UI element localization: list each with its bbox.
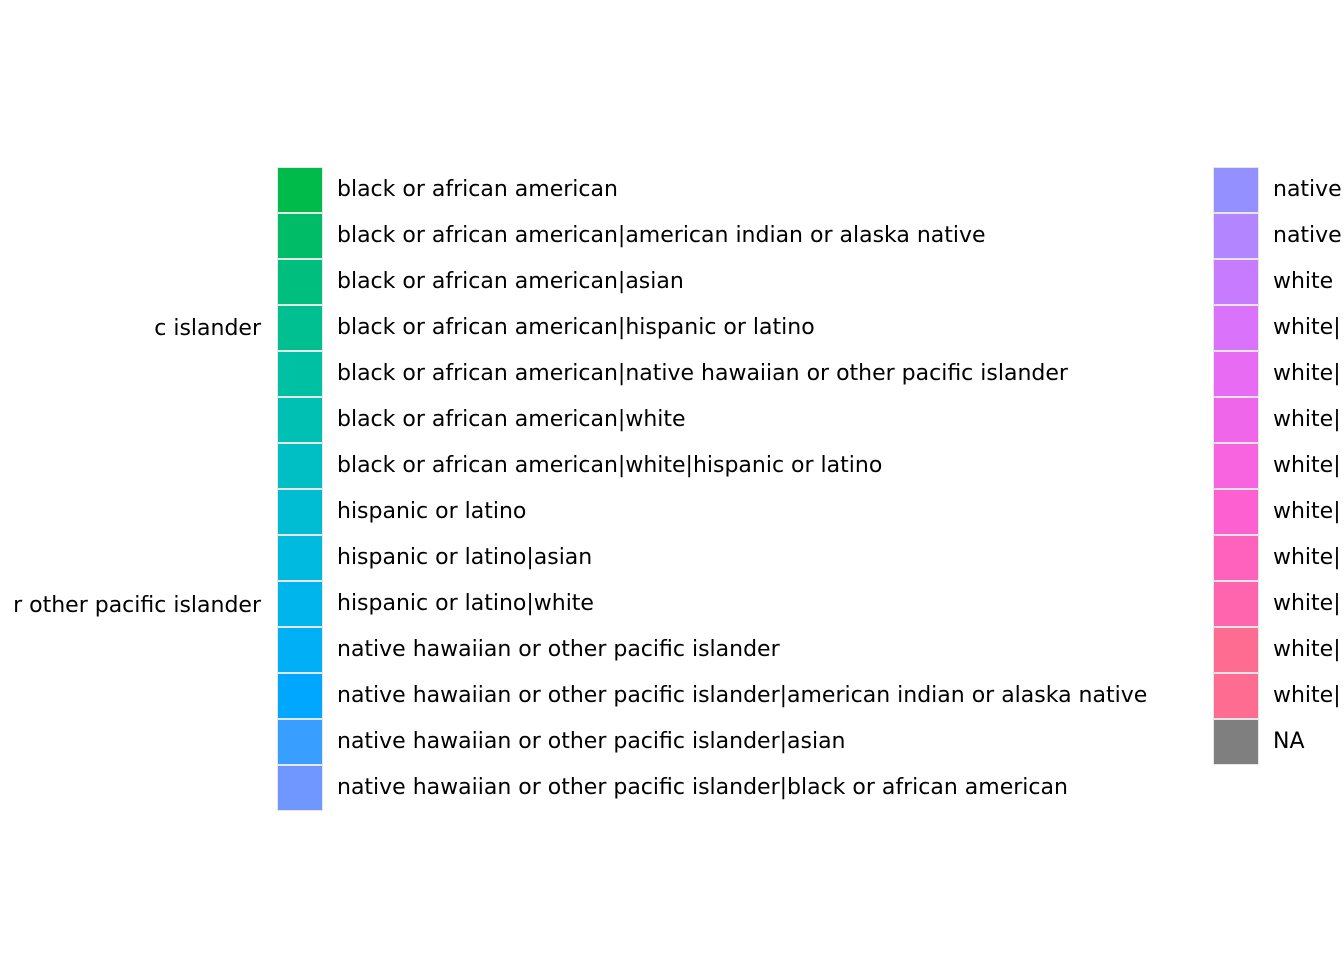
- legend-swatch: [277, 535, 323, 581]
- legend-item: native: [1213, 167, 1344, 213]
- legend-label: native hawaiian or other pacific islande…: [337, 637, 780, 662]
- legend-label: white|: [1273, 591, 1341, 616]
- legend-label: NA: [1273, 729, 1305, 754]
- legend-item: native hawaiian or other pacific islande…: [277, 719, 1212, 765]
- legend-item: white|: [1213, 305, 1344, 351]
- legend-item: white|: [1213, 351, 1344, 397]
- legend-column-2: black or african american black or africa…: [277, 0, 1212, 960]
- legend-item: black or african american|native hawaiia…: [277, 351, 1212, 397]
- legend-item: black or african american|white: [277, 397, 1212, 443]
- legend-label: native: [1273, 223, 1342, 248]
- legend-swatch: [1213, 213, 1259, 259]
- legend-label: r other pacific islander: [13, 593, 261, 618]
- legend-swatch: [1213, 719, 1259, 765]
- legend-label: c islander: [154, 316, 261, 341]
- legend-swatch: [277, 397, 323, 443]
- legend-swatch: [277, 167, 323, 213]
- legend-label: white|: [1273, 545, 1341, 570]
- legend-label: white|: [1273, 499, 1341, 524]
- legend-item: white|: [1213, 581, 1344, 627]
- legend-item: white|: [1213, 535, 1344, 581]
- legend-swatch: [1213, 535, 1259, 581]
- legend-item: white|: [1213, 443, 1344, 489]
- legend-label: white|: [1273, 407, 1341, 432]
- legend-item: white|: [1213, 627, 1344, 673]
- legend-item: white|: [1213, 397, 1344, 443]
- legend-item: white|: [1213, 489, 1344, 535]
- legend-item: black or african american: [277, 167, 1212, 213]
- legend-swatch: [1213, 489, 1259, 535]
- legend-item: native hawaiian or other pacific islande…: [277, 673, 1212, 719]
- legend-label: black or african american|white: [337, 407, 686, 432]
- legend-swatch: [277, 351, 323, 397]
- legend-item: white: [1213, 259, 1344, 305]
- legend-column-3: native native white white| white| white| white…: [1213, 0, 1344, 960]
- legend-column-1: c islander r other pacific islander: [0, 0, 270, 960]
- legend-item: black or african american|american india…: [277, 213, 1212, 259]
- legend-swatch: [277, 673, 323, 719]
- legend-label: black or african american|american india…: [337, 223, 986, 248]
- legend-label: native hawaiian or other pacific islande…: [337, 729, 846, 754]
- legend-label: hispanic or latino|asian: [337, 545, 593, 570]
- legend-swatch: [1213, 627, 1259, 673]
- legend-label: hispanic or latino|white: [337, 591, 594, 616]
- legend-item: native hawaiian or other pacific islande…: [277, 627, 1212, 673]
- legend-item: hispanic or latino|white: [277, 581, 1212, 627]
- legend-swatch: [1213, 351, 1259, 397]
- legend-swatch: [1213, 581, 1259, 627]
- legend-item: hispanic or latino: [277, 489, 1212, 535]
- legend-swatch: [277, 213, 323, 259]
- legend-label: hispanic or latino: [337, 499, 527, 524]
- legend-swatch: [277, 489, 323, 535]
- legend-label: native hawaiian or other pacific islande…: [337, 683, 1148, 708]
- legend-swatch: [277, 259, 323, 305]
- legend-item: black or african american|white|hispanic…: [277, 443, 1212, 489]
- legend-label: black or african american: [337, 177, 618, 202]
- legend-item: white|: [1213, 673, 1344, 719]
- legend-label: black or african american|white|hispanic…: [337, 453, 883, 478]
- legend-swatch: [1213, 443, 1259, 489]
- legend-label: native: [1273, 177, 1342, 202]
- legend-swatch: [277, 765, 323, 811]
- legend-swatch: [277, 719, 323, 765]
- legend-label: white|: [1273, 637, 1341, 662]
- legend-swatch: [1213, 305, 1259, 351]
- legend-swatch: [1213, 259, 1259, 305]
- legend-label: white|: [1273, 683, 1341, 708]
- legend-label: white: [1273, 269, 1334, 294]
- legend-label: black or african american|asian: [337, 269, 684, 294]
- legend-item: native hawaiian or other pacific islande…: [277, 765, 1212, 811]
- legend-item: NA: [1213, 719, 1344, 765]
- legend-item: black or african american|hispanic or la…: [277, 305, 1212, 351]
- legend-item: black or african american|asian: [277, 259, 1212, 305]
- legend-label: white|: [1273, 361, 1341, 386]
- legend-swatch: [1213, 397, 1259, 443]
- legend-swatch: [1213, 673, 1259, 719]
- legend-item: hispanic or latino|asian: [277, 535, 1212, 581]
- legend-label: native hawaiian or other pacific islande…: [337, 775, 1068, 800]
- legend-swatch: [277, 581, 323, 627]
- legend-swatch: [277, 627, 323, 673]
- legend-swatch: [277, 305, 323, 351]
- legend-label: black or african american|hispanic or la…: [337, 315, 815, 340]
- legend-swatch: [1213, 167, 1259, 213]
- legend-label: white|: [1273, 453, 1341, 478]
- legend-label: white|: [1273, 315, 1341, 340]
- legend-swatch: [277, 443, 323, 489]
- legend-label: black or african american|native hawaiia…: [337, 361, 1068, 386]
- legend-item: native: [1213, 213, 1344, 259]
